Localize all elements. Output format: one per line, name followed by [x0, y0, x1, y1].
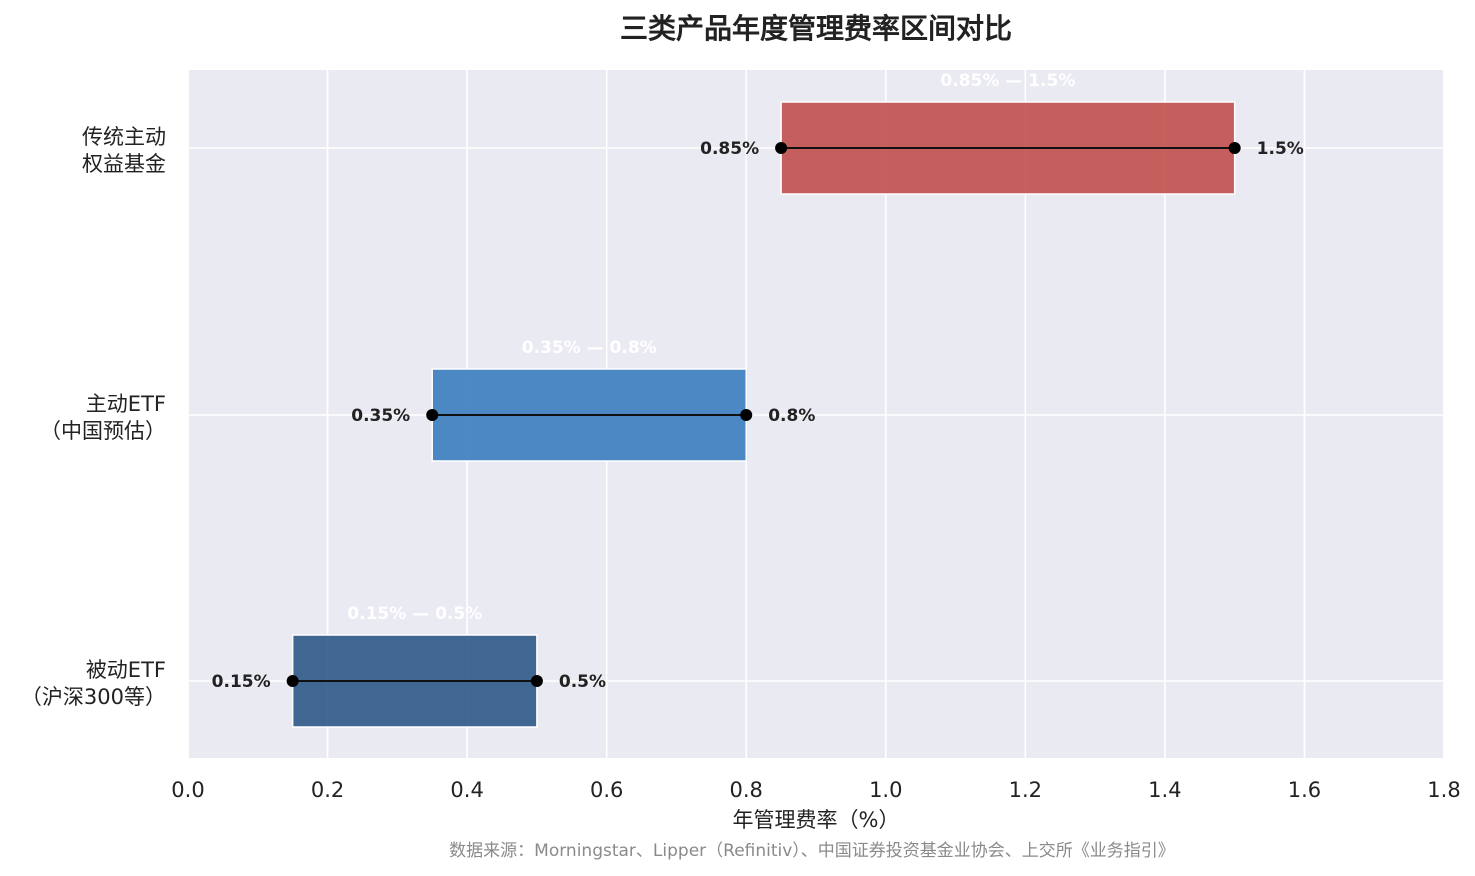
- y-tick-label-line2: 权益基金: [82, 152, 166, 176]
- x-tick-label: 1.8: [1427, 778, 1460, 802]
- low-point: [286, 675, 299, 687]
- high-point: [1228, 142, 1241, 154]
- range-bars: 0.85% 1.5% 0.85% — 1.5% 0.35% 0.8% 0.35% — 0.…: [212, 71, 1304, 728]
- y-tick-label-line1: 主动ETF: [86, 392, 166, 416]
- y-tick-label-line1: 传统主动: [82, 125, 166, 149]
- x-tick-label: 0.8: [730, 778, 763, 802]
- x-axis-ticks: 0.0 0.2 0.4 0.6 0.8 1.0 1.2 1.4 1.6 1.8: [171, 778, 1460, 802]
- range-label: 0.35% — 0.8%: [522, 338, 657, 358]
- low-value-label: 0.85%: [700, 139, 759, 159]
- x-tick-label: 1.2: [1009, 778, 1042, 802]
- low-point: [775, 142, 788, 154]
- x-tick-label: 0.2: [311, 778, 344, 802]
- y-tick-label-line2: （沪深300等）: [21, 685, 166, 709]
- x-tick-label: 0.0: [171, 778, 204, 802]
- high-value-label: 0.8%: [768, 406, 815, 426]
- x-tick-label: 1.4: [1148, 778, 1181, 802]
- low-value-label: 0.35%: [351, 406, 410, 426]
- x-axis-label: 年管理费率（%）: [733, 808, 900, 832]
- range-label: 0.15% — 0.5%: [347, 604, 482, 624]
- y-tick-label-line2: （中国预估）: [40, 419, 166, 443]
- high-value-label: 1.5%: [1257, 139, 1304, 159]
- high-value-label: 0.5%: [559, 672, 606, 692]
- low-point: [426, 409, 439, 421]
- x-tick-label: 0.4: [450, 778, 483, 802]
- low-value-label: 0.15%: [212, 672, 271, 692]
- x-tick-label: 1.6: [1288, 778, 1321, 802]
- x-tick-label: 0.6: [590, 778, 623, 802]
- high-point: [530, 675, 543, 687]
- y-tick-label-line1: 被动ETF: [86, 658, 166, 682]
- source-note: 数据来源：Morningstar、Lipper（Refinitiv）、中国证券投…: [449, 841, 1175, 861]
- range-label: 0.85% — 1.5%: [940, 71, 1075, 91]
- high-point: [740, 409, 753, 421]
- chart-title: 三类产品年度管理费率区间对比: [620, 12, 1012, 45]
- x-tick-label: 1.0: [869, 778, 902, 802]
